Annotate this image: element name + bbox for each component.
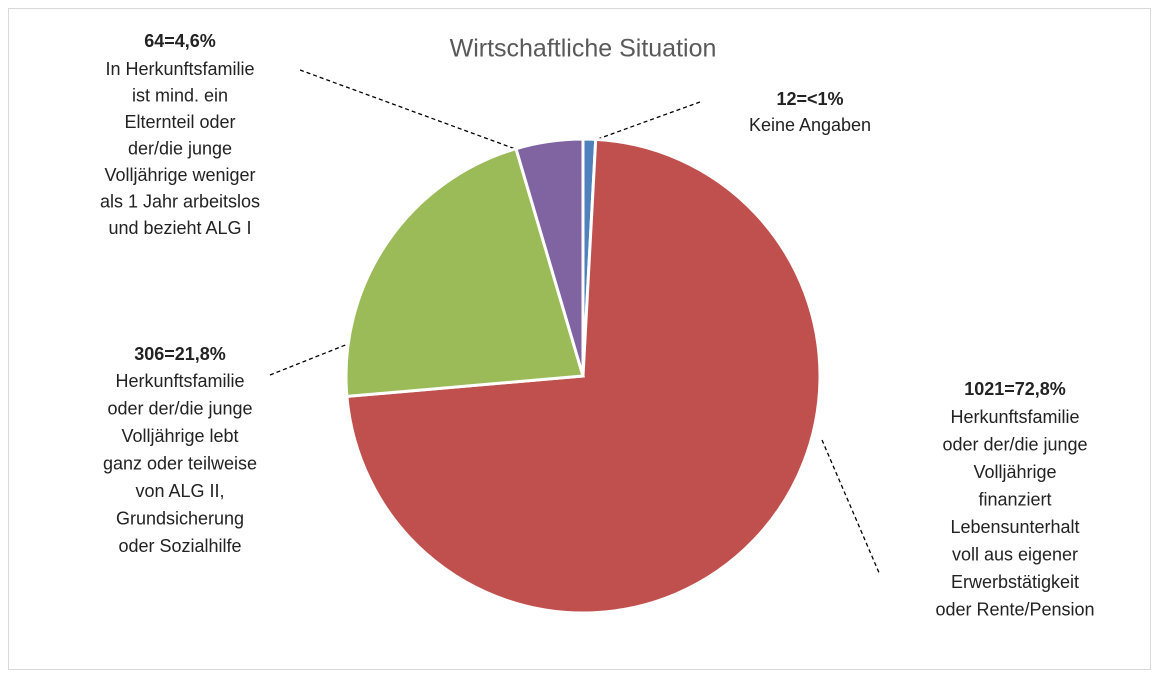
category-label: der/die junge bbox=[128, 138, 232, 158]
category-label: finanziert bbox=[978, 489, 1051, 509]
category-label: Erwerbstätigkeit bbox=[951, 572, 1079, 592]
pie-slice bbox=[514, 137, 585, 377]
leader-line bbox=[269, 339, 359, 376]
category-label: von ALG II, bbox=[135, 481, 224, 501]
leader-line bbox=[821, 439, 881, 576]
category-label: Volljährige bbox=[973, 462, 1056, 482]
category-label: Keine Angaben bbox=[749, 115, 871, 135]
category-label: Volljährige lebt bbox=[121, 426, 238, 446]
category-label: Grundsicherung bbox=[116, 508, 244, 528]
category-label: Lebensunterhalt bbox=[950, 517, 1079, 537]
category-label: oder Rente/Pension bbox=[935, 599, 1094, 619]
category-label: voll aus eigener bbox=[952, 544, 1078, 564]
data-label: 1021=72,8% bbox=[964, 379, 1066, 399]
category-label: oder Sozialhilfe bbox=[118, 536, 241, 556]
pie-slice bbox=[344, 146, 585, 399]
category-label: oder der/die junge bbox=[107, 398, 252, 418]
chart-title: Wirtschaftliche Situation bbox=[450, 35, 717, 63]
category-label: und bezieht ALG I bbox=[108, 218, 251, 238]
category-label: ist mind. ein bbox=[132, 85, 228, 105]
data-label: 12=<1% bbox=[776, 89, 843, 109]
data-label: 64=4,6% bbox=[144, 31, 216, 51]
leader-line bbox=[299, 69, 541, 159]
category-label: ganz oder teilweise bbox=[103, 453, 257, 473]
category-label: Herkunftsfamilie bbox=[115, 371, 244, 391]
data-label: 306=21,8% bbox=[134, 344, 226, 364]
category-label: Herkunftsfamilie bbox=[950, 407, 1079, 427]
category-label: Volljährige weniger bbox=[104, 165, 255, 185]
category-label: als 1 Jahr arbeitslos bbox=[100, 191, 260, 211]
category-label: oder der/die junge bbox=[942, 434, 1087, 454]
category-label: In Herkunftsfamilie bbox=[105, 59, 254, 79]
leader-line bbox=[594, 101, 701, 141]
category-label: Elternteil oder bbox=[124, 112, 235, 132]
